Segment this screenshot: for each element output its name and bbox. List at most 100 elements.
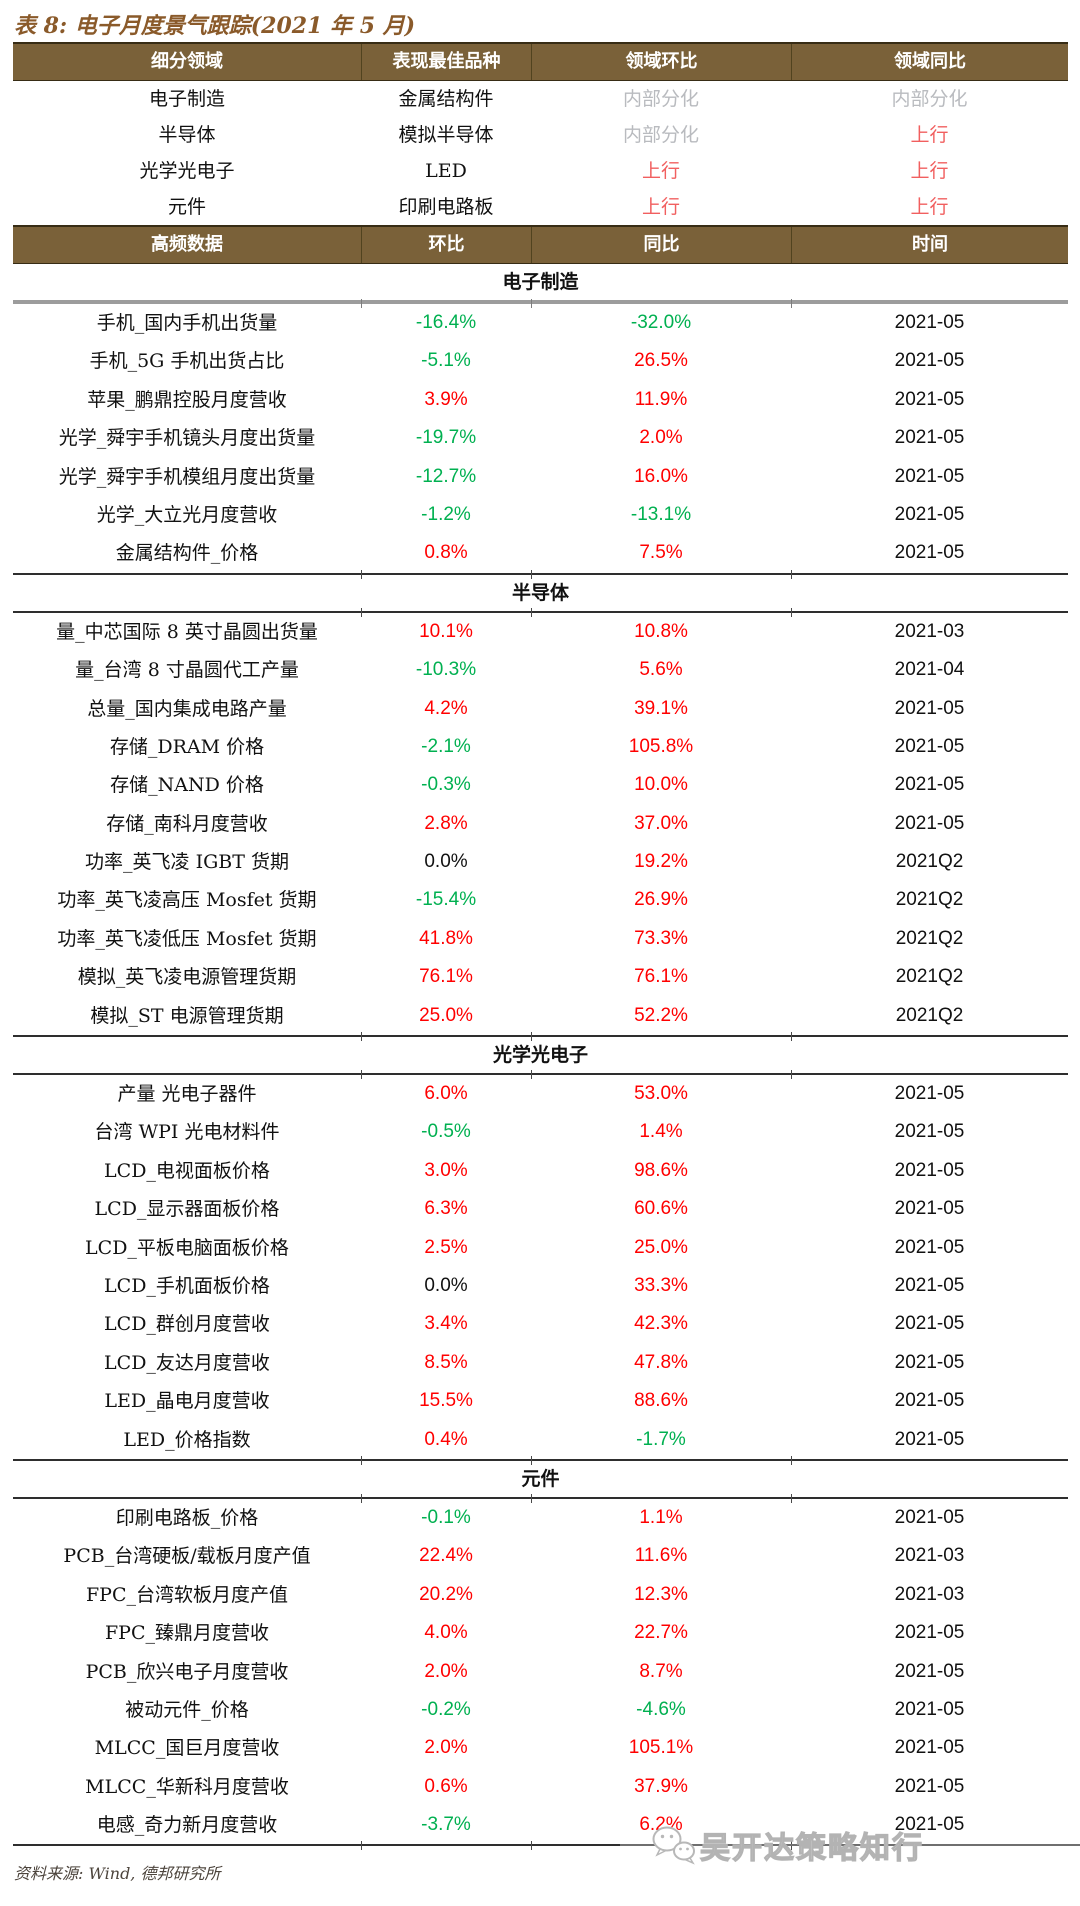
yoy-value: 7.5%: [639, 542, 683, 564]
indicator-label: LED_价格指数: [123, 1428, 251, 1451]
mom-value: 0.6%: [424, 1775, 468, 1797]
time-value: 2021-05: [894, 1622, 965, 1644]
column-header-field-mom: 领域环比: [531, 44, 791, 80]
indicator-label: 光学_大立光月度营收: [96, 503, 278, 526]
yoy-value: 22.7%: [634, 1622, 688, 1644]
table-rule: [13, 569, 1068, 579]
yoy-value: 19.2%: [634, 851, 688, 873]
indicator-label: PCB_欣兴电子月度营收: [85, 1660, 289, 1683]
indicator-label: LCD_显示器面板价格: [94, 1198, 280, 1221]
indicator-label: LCD_手机面板价格: [104, 1274, 270, 1297]
mom-value: 20.2%: [419, 1583, 473, 1605]
mom-value: 76.1%: [419, 966, 473, 988]
data-row: 存储_DRAM 价格 -2.1% 105.8% 2021-05: [13, 728, 1068, 766]
time-value: 2021-05: [894, 1121, 965, 1143]
watermark: 吴开达策略知行: [620, 1821, 1080, 1869]
mom-value: 2.0%: [424, 1660, 468, 1682]
data-row: 电感_奇力新月度营收 -3.7% 6.2% 2021-05: [13, 1806, 1068, 1844]
yoy-value: -32.0%: [630, 312, 692, 333]
time-value: 2021-05: [894, 1159, 965, 1181]
table-rule: [13, 1493, 1068, 1503]
time-value: 2021Q2: [895, 889, 964, 911]
yoy-value: 1.1%: [639, 1506, 683, 1528]
summary-field: 光学光电子: [139, 160, 235, 182]
yoy-value: 10.0%: [634, 774, 688, 796]
indicator-label: LED_晶电月度营收: [104, 1390, 270, 1413]
mom-value: 2.5%: [424, 1236, 468, 1258]
indicator-label: 被动元件_价格: [125, 1698, 249, 1721]
mom-value: 3.0%: [424, 1159, 468, 1181]
column-header-hf-data: 高频数据: [151, 234, 223, 255]
summary-best-variety: 金属结构件: [398, 88, 494, 110]
mom-value: -12.7%: [415, 465, 477, 487]
time-value: 2021-05: [894, 812, 965, 834]
section-header: 元件: [521, 1467, 560, 1490]
data-row: 模拟_英飞凌电源管理货期 76.1% 76.1% 2021Q2: [13, 958, 1068, 996]
mom-value: -16.4%: [415, 312, 477, 333]
data-row: 产量 光电子器件 6.0% 53.0% 2021-05: [13, 1075, 1068, 1113]
indicator-label: 模拟_英飞凌电源管理货期: [77, 966, 297, 989]
data-row: 金属结构件_价格 0.8% 7.5% 2021-05: [13, 534, 1068, 572]
wechat-icon: [652, 1826, 695, 1865]
yoy-value: -13.1%: [630, 503, 692, 525]
indicator-label: 存储_南科月度营收: [106, 812, 268, 835]
mom-value: -15.4%: [415, 889, 477, 911]
time-value: 2021-05: [894, 735, 965, 757]
data-row: LCD_群创月度营收 3.4% 42.3% 2021-05: [13, 1305, 1068, 1343]
table-rule: [13, 607, 1068, 617]
table-rule: [13, 1032, 1068, 1042]
mom-value: 8.5%: [424, 1351, 468, 1373]
time-value: 2021-05: [894, 1698, 965, 1720]
yoy-value: 25.0%: [634, 1236, 688, 1258]
data-row: MLCC_国巨月度营收 2.0% 105.1% 2021-05: [13, 1729, 1068, 1767]
indicator-label: 台湾 WPI 光电材料件: [94, 1121, 280, 1144]
section-header: 光学光电子: [492, 1044, 588, 1067]
time-value: 2021-05: [894, 465, 965, 487]
mom-value: -0.1%: [421, 1506, 471, 1528]
detail-sections: 电子制造 手机_国内手机出货量 -16.4% -32.0% 2021-05 手机_5G 手…: [13, 264, 1068, 1851]
summary-row: 元件 印刷电路板 上行 上行: [13, 189, 1068, 225]
indicator-label: 量_台湾 8 寸晶圆代工产量: [75, 659, 299, 682]
mom-value: -0.5%: [421, 1121, 471, 1143]
data-row: 存储_南科月度营收 2.8% 37.0% 2021-05: [13, 805, 1068, 843]
yoy-value: 12.3%: [634, 1583, 688, 1605]
column-header-time: 时间: [791, 227, 1068, 263]
summary-field-mom: 上行: [641, 196, 680, 218]
table-title: 表 8: 电子月度景气跟踪(2021 年 5 月): [14, 13, 416, 39]
mom-value: 0.0%: [424, 1274, 468, 1296]
time-value: 2021-03: [894, 1545, 965, 1567]
column-header-segment: 细分领域: [151, 51, 223, 72]
time-value: 2021-05: [894, 1737, 965, 1759]
data-row: 量_中芯国际 8 英寸晶圆出货量 10.1% 10.8% 2021-03: [13, 613, 1068, 651]
indicator-label: 量_中芯国际 8 英寸晶圆出货量: [56, 620, 318, 643]
indicator-label: 产量 光电子器件: [117, 1083, 257, 1106]
data-row: 光学_舜宇手机模组月度出货量 -12.7% 16.0% 2021-05: [13, 458, 1068, 496]
summary-field-mom: 上行: [641, 160, 680, 182]
time-value: 2021-05: [894, 1236, 965, 1258]
data-row: 量_台湾 8 寸晶圆代工产量 -10.3% 5.6% 2021-04: [13, 651, 1068, 689]
yoy-value: 5.6%: [639, 659, 683, 681]
mom-value: 0.0%: [424, 851, 468, 873]
indicator-label: 印刷电路板_价格: [115, 1506, 259, 1529]
yoy-value: 37.0%: [634, 812, 688, 834]
data-row: 被动元件_价格 -0.2% -4.6% 2021-05: [13, 1691, 1068, 1729]
summary-field-mom: 内部分化: [622, 124, 699, 146]
indicator-label: PCB_台湾硬板/载板月度产值: [63, 1545, 311, 1568]
time-value: 2021-03: [894, 620, 965, 642]
mom-value: 2.8%: [424, 812, 468, 834]
data-row: LED_晶电月度营收 15.5% 88.6% 2021-05: [13, 1382, 1068, 1420]
yoy-value: 16.0%: [634, 465, 688, 487]
data-row: LCD_友达月度营收 8.5% 47.8% 2021-05: [13, 1344, 1068, 1382]
yoy-value: 52.2%: [634, 1004, 688, 1026]
data-row: 存储_NAND 价格 -0.3% 10.0% 2021-05: [13, 766, 1068, 804]
yoy-value: 26.5%: [634, 350, 688, 372]
summary-row: 半导体 模拟半导体 内部分化 上行: [13, 117, 1068, 153]
time-value: 2021-05: [894, 427, 965, 449]
data-row: 台湾 WPI 光电材料件 -0.5% 1.4% 2021-05: [13, 1113, 1068, 1151]
data-row: LCD_手机面板价格 0.0% 33.3% 2021-05: [13, 1267, 1068, 1305]
data-row: LED_价格指数 0.4% -1.7% 2021-05: [13, 1421, 1068, 1459]
data-row: PCB_台湾硬板/载板月度产值 22.4% 11.6% 2021-03: [13, 1537, 1068, 1575]
mom-value: 4.0%: [424, 1622, 468, 1644]
column-header-field-yoy: 领域同比: [791, 44, 1068, 80]
